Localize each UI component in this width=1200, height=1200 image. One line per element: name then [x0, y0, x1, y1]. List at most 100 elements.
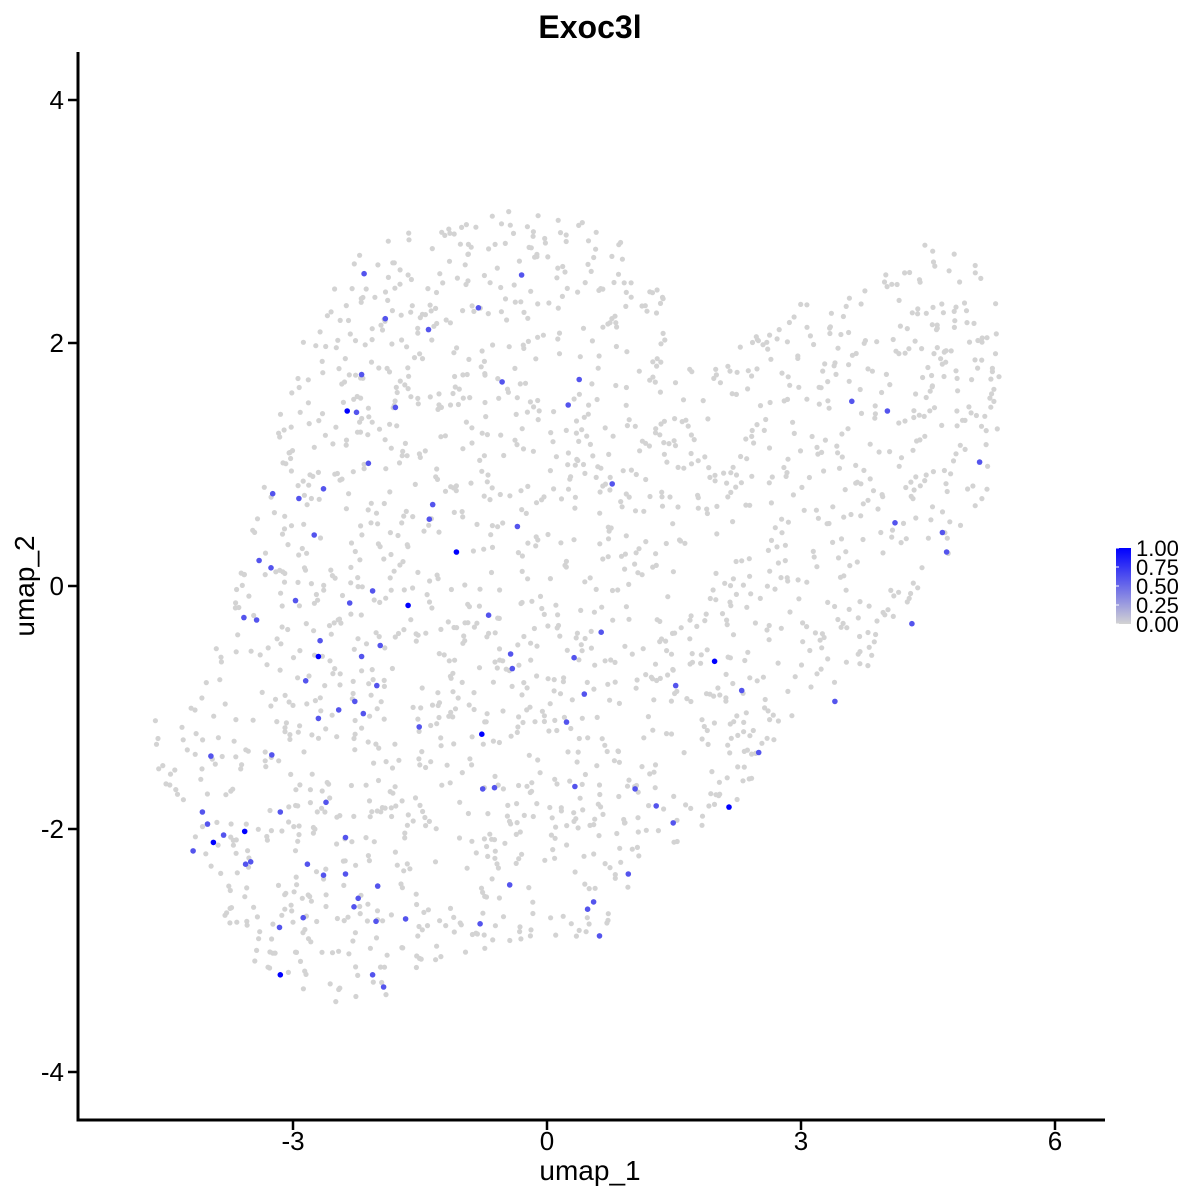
cell-point	[366, 858, 372, 864]
cell-point	[759, 740, 765, 746]
cell-point	[341, 379, 348, 385]
cell-point	[619, 504, 625, 510]
cell-point	[811, 341, 817, 348]
cell-point	[400, 448, 406, 454]
cell-point	[889, 281, 895, 287]
cell-point	[441, 652, 447, 658]
cell-point	[460, 372, 466, 378]
cell-point	[542, 235, 548, 242]
cell-point	[404, 861, 410, 867]
cell-point	[728, 735, 734, 741]
cell-point	[416, 728, 422, 735]
cell-point	[754, 366, 760, 372]
cell-point	[727, 721, 733, 727]
cell-point	[337, 682, 343, 688]
expressing-cell-point	[361, 270, 367, 277]
cell-point	[541, 718, 548, 725]
cell-point	[359, 584, 365, 590]
cell-point	[374, 908, 381, 914]
cell-point	[681, 750, 687, 756]
cell-point	[579, 781, 585, 788]
cell-point	[607, 320, 613, 326]
cell-point	[579, 648, 585, 654]
cell-point	[305, 377, 311, 383]
cell-point	[908, 479, 914, 485]
cell-point	[413, 964, 419, 971]
expressing-cell-point	[256, 557, 262, 564]
cell-point	[400, 559, 406, 565]
cell-point	[585, 238, 592, 244]
cell-point	[585, 411, 591, 417]
cell-point	[457, 241, 463, 247]
cell-point	[365, 853, 371, 859]
cell-point	[569, 697, 575, 703]
cell-point	[309, 771, 315, 777]
cell-point	[702, 454, 708, 460]
cell-point	[281, 526, 288, 532]
cell-point	[582, 280, 588, 286]
cell-point	[590, 453, 596, 459]
cell-point	[382, 805, 388, 811]
cell-point	[575, 825, 581, 831]
cell-point	[827, 325, 833, 331]
expressing-cell-point	[632, 786, 638, 792]
cell-point	[383, 759, 389, 765]
cell-point	[153, 741, 160, 747]
cell-point	[764, 339, 770, 345]
cell-point	[351, 735, 357, 742]
cell-point	[551, 409, 557, 415]
cell-point	[577, 795, 583, 801]
cell-point	[818, 385, 824, 391]
cell-point	[610, 617, 616, 623]
cell-point	[474, 521, 480, 528]
cell-point	[623, 604, 630, 610]
cell-point	[462, 638, 468, 644]
cell-point	[505, 802, 511, 809]
cell-point	[586, 402, 592, 408]
cell-point	[782, 542, 789, 548]
cell-point	[853, 350, 859, 357]
cell-point	[300, 339, 306, 345]
cell-point	[991, 386, 997, 392]
cell-point	[519, 426, 525, 432]
cell-point	[294, 882, 300, 888]
expressing-cell-point	[598, 629, 604, 635]
cell-point	[452, 384, 458, 390]
cell-point	[576, 391, 583, 397]
cell-point	[289, 390, 295, 396]
expressing-cell-point	[939, 529, 946, 536]
cell-point	[304, 502, 310, 508]
cell-point	[733, 591, 740, 598]
cell-point	[623, 491, 629, 497]
cell-point	[410, 585, 416, 591]
cell-point	[319, 949, 325, 955]
cell-point	[716, 779, 723, 785]
expressing-cell-point	[369, 588, 376, 594]
cell-point	[694, 623, 700, 630]
cell-point	[596, 782, 603, 788]
cell-point	[489, 836, 495, 842]
cell-point	[317, 695, 323, 701]
cell-point	[234, 919, 240, 925]
cell-point	[425, 286, 431, 292]
cell-point	[722, 580, 728, 586]
expressing-cell-point	[670, 820, 676, 826]
cell-point	[973, 412, 980, 419]
cell-point	[244, 885, 250, 891]
cell-point	[723, 695, 729, 701]
expressing-cell-point	[402, 916, 409, 922]
cell-point	[208, 863, 214, 869]
cell-point	[663, 638, 669, 644]
cell-point	[584, 679, 590, 686]
cell-point	[333, 999, 339, 1005]
expressing-cell-point	[425, 326, 432, 333]
cell-point	[858, 301, 864, 307]
cell-point	[436, 529, 442, 535]
cell-point	[285, 542, 291, 548]
cell-point	[392, 285, 398, 291]
cell-point	[296, 832, 302, 838]
cell-point	[523, 510, 529, 516]
cell-point	[896, 463, 902, 469]
cell-point	[487, 497, 493, 503]
cell-point	[285, 969, 291, 976]
